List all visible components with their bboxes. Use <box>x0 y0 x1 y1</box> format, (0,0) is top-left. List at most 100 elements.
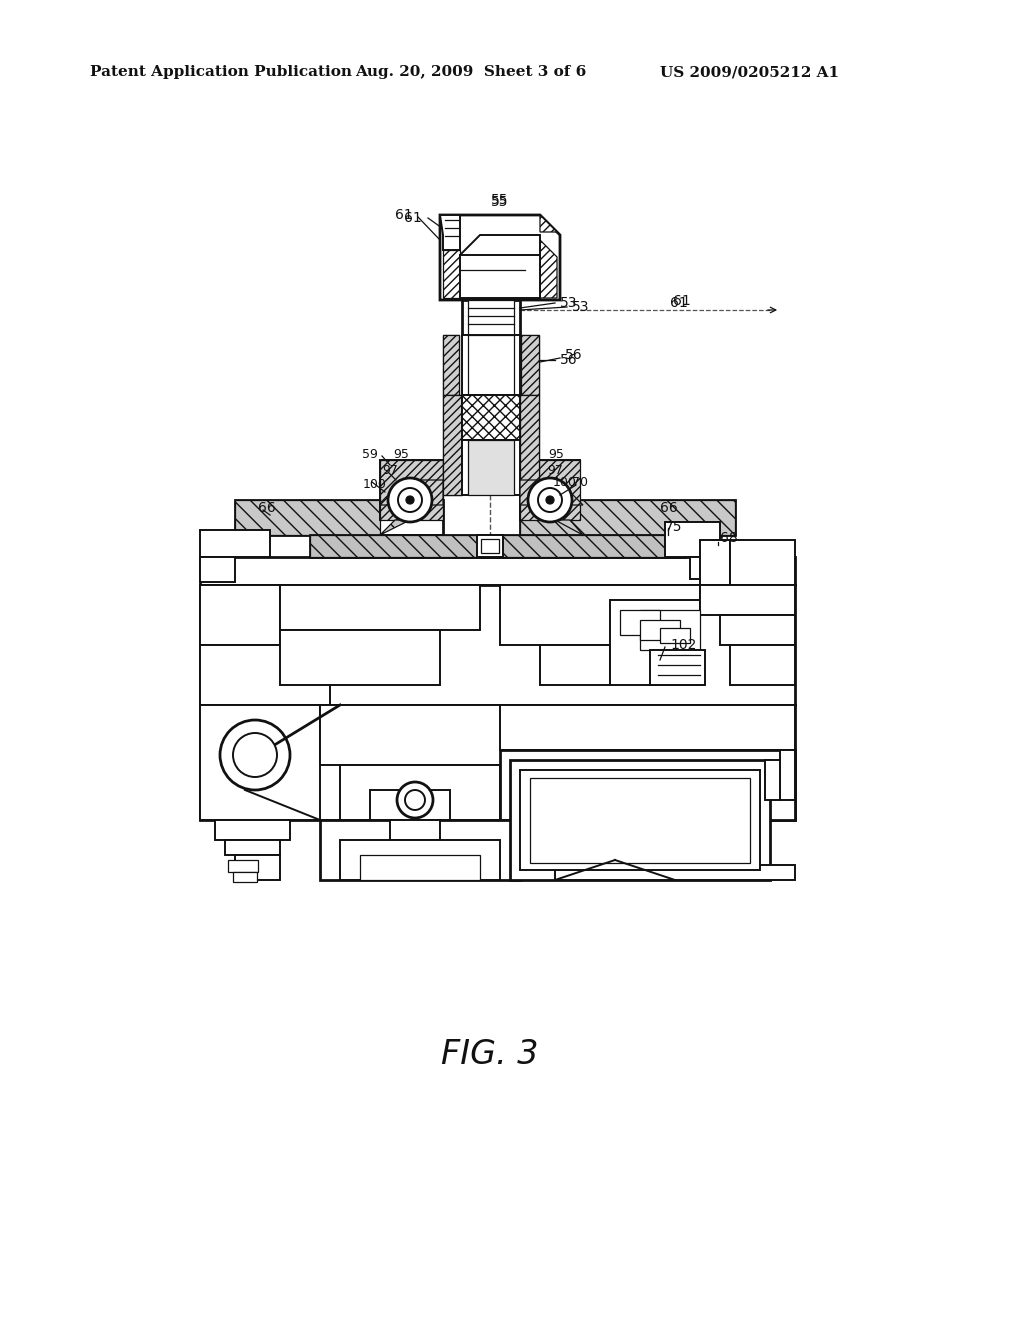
Polygon shape <box>310 535 685 557</box>
Bar <box>520 770 760 870</box>
Bar <box>443 335 459 395</box>
Bar <box>380 459 443 520</box>
Bar <box>540 645 610 685</box>
Polygon shape <box>462 395 520 440</box>
Circle shape <box>220 719 290 789</box>
Bar <box>620 610 660 635</box>
Bar <box>390 820 440 840</box>
Bar <box>234 855 280 880</box>
Text: US 2009/0205212 A1: US 2009/0205212 A1 <box>660 65 839 79</box>
Circle shape <box>538 488 562 512</box>
Text: 95: 95 <box>393 449 409 462</box>
Bar <box>462 395 520 440</box>
Circle shape <box>397 781 433 818</box>
Bar <box>700 585 795 615</box>
Bar <box>468 440 514 495</box>
Bar <box>530 777 750 863</box>
Bar <box>765 760 780 800</box>
Text: 68: 68 <box>720 531 737 545</box>
Text: 95: 95 <box>548 449 564 462</box>
Circle shape <box>233 733 278 777</box>
Polygon shape <box>540 240 557 298</box>
Bar <box>780 750 795 800</box>
Bar <box>360 855 480 880</box>
Text: 55: 55 <box>492 195 509 209</box>
Bar <box>520 459 580 520</box>
Bar <box>462 440 520 495</box>
Bar <box>443 395 462 495</box>
Bar <box>520 395 539 495</box>
Text: 59: 59 <box>362 447 378 461</box>
Polygon shape <box>460 235 540 298</box>
Text: 100: 100 <box>553 477 577 490</box>
Circle shape <box>406 496 414 504</box>
Bar <box>310 535 685 557</box>
Bar <box>730 645 795 685</box>
Text: 70: 70 <box>572 477 588 490</box>
Polygon shape <box>520 459 580 520</box>
Text: 97: 97 <box>382 463 398 477</box>
Bar <box>510 760 770 880</box>
Bar <box>234 500 443 535</box>
Text: 66: 66 <box>258 502 275 515</box>
Bar <box>477 535 503 557</box>
Polygon shape <box>234 500 380 535</box>
Bar <box>690 557 755 579</box>
Text: 100: 100 <box>362 478 387 491</box>
Bar <box>720 615 795 645</box>
Bar <box>370 789 450 820</box>
Bar <box>468 335 514 395</box>
Bar <box>640 620 680 640</box>
Circle shape <box>406 789 425 810</box>
Polygon shape <box>380 520 410 535</box>
Bar <box>200 645 330 705</box>
Polygon shape <box>520 480 583 506</box>
Bar <box>319 705 520 766</box>
Circle shape <box>398 488 422 512</box>
Bar <box>468 300 514 335</box>
Polygon shape <box>521 335 539 395</box>
Bar <box>640 610 700 649</box>
Text: 66: 66 <box>660 502 678 515</box>
Bar <box>225 840 280 855</box>
Text: 53: 53 <box>572 300 590 314</box>
Text: 56: 56 <box>565 348 583 362</box>
Polygon shape <box>443 335 459 395</box>
Bar <box>462 335 520 395</box>
Bar <box>200 557 234 582</box>
Bar <box>500 585 700 645</box>
Polygon shape <box>540 215 557 232</box>
Bar <box>521 335 539 395</box>
Bar <box>233 873 257 882</box>
Bar <box>200 585 280 645</box>
Polygon shape <box>380 480 443 506</box>
Bar <box>200 531 270 557</box>
Polygon shape <box>520 500 735 535</box>
Polygon shape <box>440 215 560 300</box>
Bar <box>200 705 795 820</box>
Polygon shape <box>555 520 583 535</box>
Text: 55: 55 <box>492 193 509 207</box>
Bar <box>319 820 520 880</box>
Text: 53: 53 <box>560 296 578 310</box>
Bar <box>520 500 735 535</box>
Bar <box>280 630 440 685</box>
Bar <box>340 766 500 820</box>
Bar <box>500 705 795 750</box>
Text: 61: 61 <box>673 294 691 308</box>
Text: 56: 56 <box>560 352 578 367</box>
Bar <box>200 557 795 585</box>
Bar <box>555 865 795 880</box>
Bar <box>228 861 258 873</box>
Bar <box>462 300 520 335</box>
Circle shape <box>528 478 572 521</box>
Bar <box>280 585 480 630</box>
Bar <box>730 540 795 585</box>
Text: 97: 97 <box>547 463 563 477</box>
Bar <box>481 539 499 553</box>
Polygon shape <box>443 395 462 495</box>
Polygon shape <box>380 459 443 520</box>
Bar <box>200 705 319 820</box>
Polygon shape <box>520 395 539 495</box>
Text: Aug. 20, 2009  Sheet 3 of 6: Aug. 20, 2009 Sheet 3 of 6 <box>355 65 587 79</box>
